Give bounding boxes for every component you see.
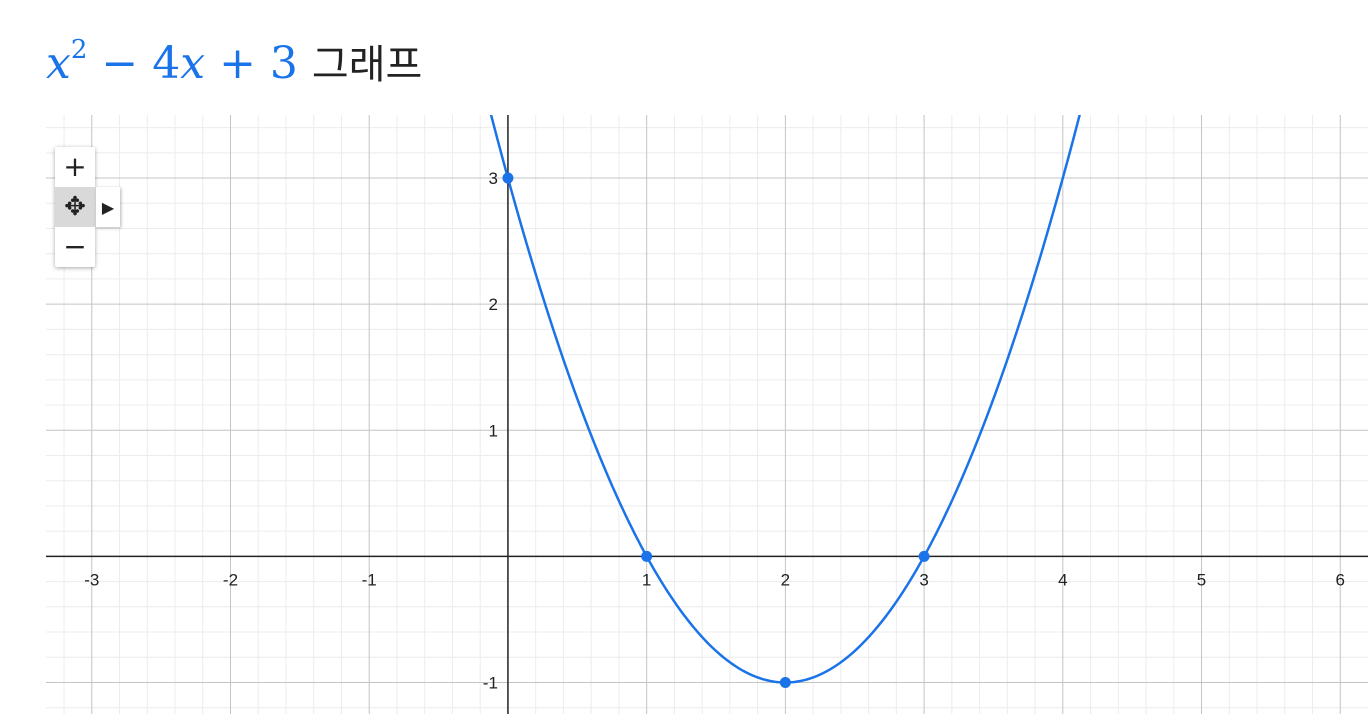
title-var-x2: x	[180, 38, 206, 89]
y-tick-label: -1	[483, 673, 498, 692]
x-tick-label: -2	[223, 570, 238, 589]
key-point	[918, 550, 930, 562]
zoom-out-button[interactable]: −	[63, 230, 87, 263]
x-tick-label: 3	[919, 570, 928, 589]
x-tick-label: 4	[1058, 570, 1067, 589]
title-expression: x2 − 4x + 3	[46, 35, 298, 89]
y-tick-label: 3	[488, 169, 497, 188]
zoom-in-button[interactable]: +	[63, 150, 87, 183]
x-tick-label: 6	[1336, 570, 1345, 589]
chart-title: x2 − 4x + 3 그래프	[46, 32, 422, 92]
key-point	[779, 676, 791, 688]
title-exponent: 2	[70, 35, 88, 66]
key-point	[502, 172, 514, 184]
title-text: 그래프	[311, 42, 423, 88]
x-tick-label: 1	[642, 570, 651, 589]
title-var-x: x	[46, 38, 71, 89]
x-tick-label: -3	[84, 570, 99, 589]
x-tick-label: 5	[1197, 570, 1206, 589]
move-icon[interactable]: ✥	[55, 187, 95, 227]
y-tick-label: 2	[488, 295, 497, 314]
key-point	[641, 550, 653, 562]
pan-menu-arrow-icon[interactable]: ▶	[96, 187, 120, 227]
title-term-3: + 3	[219, 38, 298, 89]
x-tick-label: -1	[362, 570, 377, 589]
function-curve	[489, 115, 1081, 684]
y-tick-label: 1	[488, 421, 497, 440]
zoom-controls: + ✥ −	[55, 147, 95, 267]
title-term-4: − 4	[101, 38, 181, 89]
x-tick-label: 2	[781, 570, 790, 589]
